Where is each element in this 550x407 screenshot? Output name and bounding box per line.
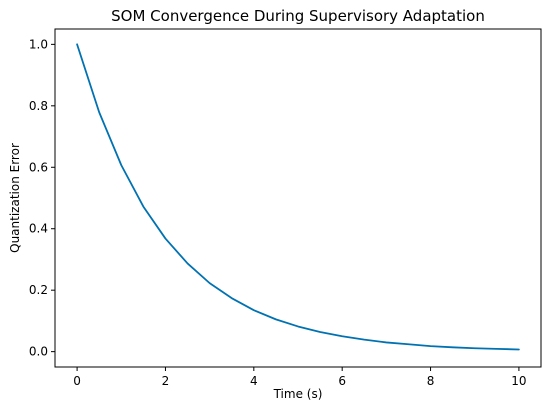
y-tick-label: 1.0 — [29, 37, 48, 51]
plot-frame — [54, 28, 542, 368]
series-line — [76, 43, 520, 351]
x-tick-label: 10 — [511, 374, 526, 388]
x-tick-label: 8 — [427, 374, 435, 388]
y-axis-label: Quantization Error — [8, 143, 22, 253]
x-tick-label: 2 — [162, 374, 170, 388]
x-tick-label: 4 — [250, 374, 258, 388]
y-tick-label: 0.0 — [29, 345, 48, 359]
y-tick-label: 0.2 — [29, 283, 48, 297]
x-axis-ticks: 0 2 4 6 8 10 — [73, 367, 527, 388]
chart-title: SOM Convergence During Supervisory Adapt… — [111, 7, 485, 25]
x-axis-label: Time (s) — [273, 387, 323, 401]
x-tick-label: 0 — [73, 374, 81, 388]
plot-series — [76, 43, 520, 351]
y-axis-ticks: 0.0 0.2 0.4 0.6 0.8 1.0 — [29, 37, 55, 359]
y-tick-label: 0.4 — [29, 222, 48, 236]
x-tick-label: 6 — [338, 374, 346, 388]
y-tick-label: 0.6 — [29, 160, 48, 174]
y-tick-label: 0.8 — [29, 99, 48, 113]
